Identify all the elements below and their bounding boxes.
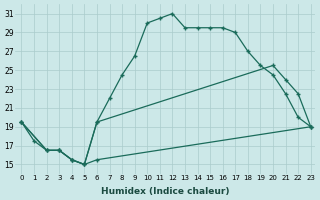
X-axis label: Humidex (Indice chaleur): Humidex (Indice chaleur) — [100, 187, 229, 196]
